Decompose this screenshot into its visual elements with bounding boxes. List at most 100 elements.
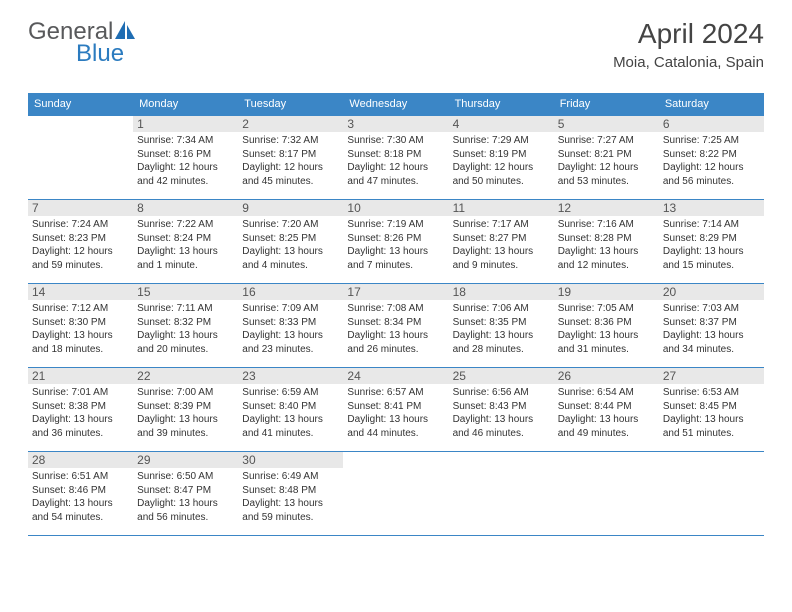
sunset-text: Sunset: 8:22 PM xyxy=(663,148,760,162)
calendar-cell: 14Sunrise: 7:12 AMSunset: 8:30 PMDayligh… xyxy=(28,284,133,368)
sunrise-text: Sunrise: 7:08 AM xyxy=(347,302,444,316)
daylight-text: and 31 minutes. xyxy=(558,343,655,357)
calendar-cell: 7Sunrise: 7:24 AMSunset: 8:23 PMDaylight… xyxy=(28,200,133,284)
calendar-cell: 23 Sunrise: 6:59 AMSunset: 8:40 PMDayligh… xyxy=(238,368,343,452)
calendar-cell: 9Sunrise: 7:20 AMSunset: 8:25 PMDaylight… xyxy=(238,200,343,284)
day-number: 26 xyxy=(554,368,659,384)
daylight-text: and 12 minutes. xyxy=(558,259,655,273)
day-number: 28 xyxy=(28,452,133,468)
daylight-text: Daylight: 12 hours xyxy=(663,161,760,175)
daylight-text: and 18 minutes. xyxy=(32,343,129,357)
sunrise-text: Sunrise: 6:57 AM xyxy=(347,386,444,400)
daylight-text: and 7 minutes. xyxy=(347,259,444,273)
daylight-text: and 51 minutes. xyxy=(663,427,760,441)
day-number: 23 xyxy=(238,368,343,384)
sunset-text: Sunset: 8:35 PM xyxy=(453,316,550,330)
sunset-text: Sunset: 8:18 PM xyxy=(347,148,444,162)
daylight-text: and 28 minutes. xyxy=(453,343,550,357)
sunset-text: Sunset: 8:17 PM xyxy=(242,148,339,162)
sunset-text: Sunset: 8:33 PM xyxy=(242,316,339,330)
sunrise-text: Sunrise: 7:06 AM xyxy=(453,302,550,316)
sunset-text: Sunset: 8:25 PM xyxy=(242,232,339,246)
day-number: 3 xyxy=(343,116,448,132)
day-number: 12 xyxy=(554,200,659,216)
daylight-text: and 39 minutes. xyxy=(137,427,234,441)
calendar-cell: 6Sunrise: 7:25 AMSunset: 8:22 PMDaylight… xyxy=(659,116,764,200)
sunset-text: Sunset: 8:45 PM xyxy=(663,400,760,414)
sunrise-text: Sunrise: 7:00 AM xyxy=(137,386,234,400)
sunset-text: Sunset: 8:28 PM xyxy=(558,232,655,246)
sunrise-text: Sunrise: 7:27 AM xyxy=(558,134,655,148)
daylight-text: and 4 minutes. xyxy=(242,259,339,273)
sunrise-text: Sunrise: 7:12 AM xyxy=(32,302,129,316)
sunrise-text: Sunrise: 7:32 AM xyxy=(242,134,339,148)
daylight-text: and 44 minutes. xyxy=(347,427,444,441)
calendar-cell: 24Sunrise: 6:57 AMSunset: 8:41 PMDayligh… xyxy=(343,368,448,452)
sunset-text: Sunset: 8:40 PM xyxy=(242,400,339,414)
sunrise-text: Sunrise: 6:56 AM xyxy=(453,386,550,400)
sunrise-text: Sunrise: 7:20 AM xyxy=(242,218,339,232)
day-number: 10 xyxy=(343,200,448,216)
day-number: 21 xyxy=(28,368,133,384)
daylight-text: Daylight: 13 hours xyxy=(242,413,339,427)
day-number: 11 xyxy=(449,200,554,216)
daylight-text: Daylight: 13 hours xyxy=(558,329,655,343)
sunrise-text: Sunrise: 6:59 AM xyxy=(242,386,339,400)
calendar-cell: 13Sunrise: 7:14 AMSunset: 8:29 PMDayligh… xyxy=(659,200,764,284)
day-number: 18 xyxy=(449,284,554,300)
sunset-text: Sunset: 8:29 PM xyxy=(663,232,760,246)
calendar-cell: 1Sunrise: 7:34 AMSunset: 8:16 PMDaylight… xyxy=(133,116,238,200)
daylight-text: Daylight: 13 hours xyxy=(32,413,129,427)
calendar-cell: 29Sunrise: 6:50 AMSunset: 8:47 PMDayligh… xyxy=(133,452,238,536)
sunset-text: Sunset: 8:39 PM xyxy=(137,400,234,414)
calendar-cell: 27Sunrise: 6:53 AMSunset: 8:45 PMDayligh… xyxy=(659,368,764,452)
sunrise-text: Sunrise: 7:01 AM xyxy=(32,386,129,400)
sunrise-text: Sunrise: 6:50 AM xyxy=(137,470,234,484)
day-number: 9 xyxy=(238,200,343,216)
sunset-text: Sunset: 8:46 PM xyxy=(32,484,129,498)
sunset-text: Sunset: 8:19 PM xyxy=(453,148,550,162)
calendar-cell xyxy=(659,452,764,536)
sunset-text: Sunset: 8:36 PM xyxy=(558,316,655,330)
daylight-text: and 1 minute. xyxy=(137,259,234,273)
weekday-header: Saturday xyxy=(659,93,764,116)
sunset-text: Sunset: 8:23 PM xyxy=(32,232,129,246)
daylight-text: Daylight: 13 hours xyxy=(137,497,234,511)
daylight-text: and 34 minutes. xyxy=(663,343,760,357)
daylight-text: Daylight: 13 hours xyxy=(453,413,550,427)
daylight-text: Daylight: 12 hours xyxy=(137,161,234,175)
daylight-text: Daylight: 13 hours xyxy=(453,329,550,343)
daylight-text: Daylight: 13 hours xyxy=(558,413,655,427)
daylight-text: Daylight: 13 hours xyxy=(242,497,339,511)
calendar-cell: 18 Sunrise: 7:06 AMSunset: 8:35 PMDayligh… xyxy=(449,284,554,368)
sunset-text: Sunset: 8:44 PM xyxy=(558,400,655,414)
day-number: 30 xyxy=(238,452,343,468)
daylight-text: and 36 minutes. xyxy=(32,427,129,441)
calendar-cell: 26Sunrise: 6:54 AMSunset: 8:44 PMDayligh… xyxy=(554,368,659,452)
daylight-text: and 47 minutes. xyxy=(347,175,444,189)
sunset-text: Sunset: 8:38 PM xyxy=(32,400,129,414)
day-number: 6 xyxy=(659,116,764,132)
day-number: 8 xyxy=(133,200,238,216)
sunrise-text: Sunrise: 6:49 AM xyxy=(242,470,339,484)
daylight-text: and 9 minutes. xyxy=(453,259,550,273)
sunrise-text: Sunrise: 7:11 AM xyxy=(137,302,234,316)
day-number: 24 xyxy=(343,368,448,384)
sunset-text: Sunset: 8:30 PM xyxy=(32,316,129,330)
sunrise-text: Sunrise: 7:22 AM xyxy=(137,218,234,232)
sunrise-text: Sunrise: 7:30 AM xyxy=(347,134,444,148)
daylight-text: and 26 minutes. xyxy=(347,343,444,357)
sunrise-text: Sunrise: 7:14 AM xyxy=(663,218,760,232)
day-number: 17 xyxy=(343,284,448,300)
sunrise-text: Sunrise: 6:53 AM xyxy=(663,386,760,400)
sunrise-text: Sunrise: 7:09 AM xyxy=(242,302,339,316)
calendar-cell: 22Sunrise: 7:00 AMSunset: 8:39 PMDayligh… xyxy=(133,368,238,452)
daylight-text: Daylight: 12 hours xyxy=(558,161,655,175)
daylight-text: and 20 minutes. xyxy=(137,343,234,357)
day-number: 27 xyxy=(659,368,764,384)
daylight-text: and 53 minutes. xyxy=(558,175,655,189)
calendar-cell: 15Sunrise: 7:11 AMSunset: 8:32 PMDayligh… xyxy=(133,284,238,368)
calendar-week-row: 7Sunrise: 7:24 AMSunset: 8:23 PMDaylight… xyxy=(28,200,764,284)
logo-text-blue: Blue xyxy=(76,40,124,68)
daylight-text: and 54 minutes. xyxy=(32,511,129,525)
